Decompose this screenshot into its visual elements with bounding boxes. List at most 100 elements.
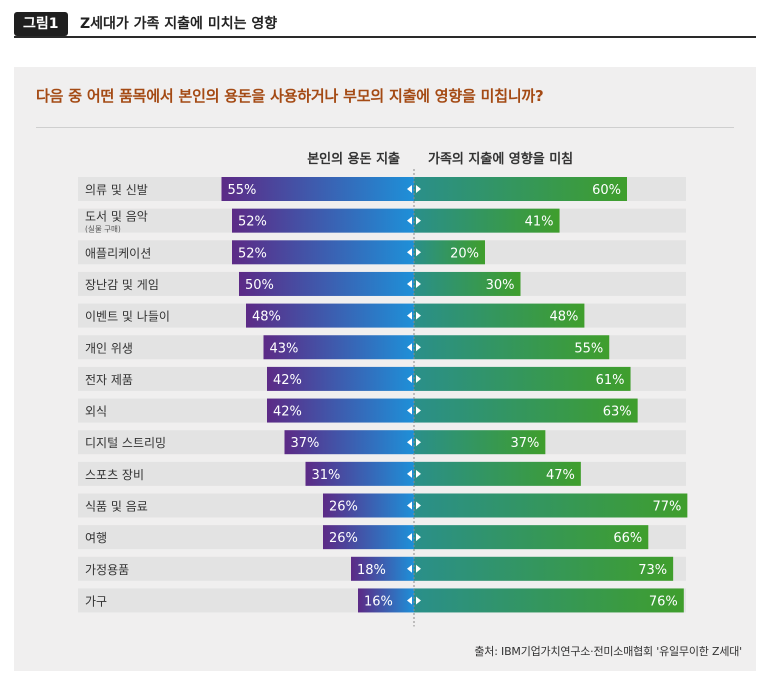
center-arrow-right xyxy=(416,501,421,510)
center-arrow-left xyxy=(407,533,412,542)
figure-title: Z세대가 가족 지출에 미치는 영향 xyxy=(80,16,278,32)
data-label-own: 31% xyxy=(312,468,341,483)
data-label-family: 73% xyxy=(638,563,667,578)
data-label-own: 16% xyxy=(364,594,393,609)
center-arrow-left xyxy=(407,596,412,605)
data-label-family: 41% xyxy=(525,215,554,230)
category-label: 스포츠 장비 xyxy=(85,468,144,482)
center-arrow-right xyxy=(416,216,421,225)
question-rule xyxy=(36,127,734,128)
data-label-own: 48% xyxy=(252,310,281,325)
bar-family-influence xyxy=(414,303,585,328)
bar-own-spending xyxy=(351,556,414,581)
bar-family-influence xyxy=(414,588,684,613)
data-label-own: 42% xyxy=(273,405,302,420)
category-label: 애플리케이션 xyxy=(85,246,151,260)
bar-own-spending xyxy=(239,271,414,296)
data-label-own: 43% xyxy=(270,341,299,356)
bar-own-spending xyxy=(323,493,414,518)
center-arrow-left xyxy=(407,469,412,478)
bar-family-influence xyxy=(414,240,485,265)
data-label-family: 37% xyxy=(510,436,539,451)
category-label: 도서 및 음악 xyxy=(85,210,148,224)
bar-family-influence xyxy=(414,493,688,518)
center-arrow-right xyxy=(416,279,421,288)
category-label: 가구 xyxy=(85,594,107,608)
header-rule xyxy=(14,36,756,38)
category-note: (실물 구매) xyxy=(85,224,121,234)
data-label-own: 18% xyxy=(357,563,386,578)
bar-own-spending xyxy=(221,177,414,201)
bar-family-influence xyxy=(414,461,581,486)
bar-family-influence xyxy=(414,271,521,296)
bar-own-spending xyxy=(305,461,414,486)
data-label-own: 26% xyxy=(329,531,358,546)
center-arrow-right xyxy=(416,374,421,383)
center-arrow-left xyxy=(407,406,412,415)
data-label-family: 55% xyxy=(574,341,603,356)
category-label: 식품 및 음료 xyxy=(85,500,148,514)
bar-own-spending xyxy=(263,335,414,360)
center-arrow-left xyxy=(407,311,412,320)
bar-family-influence xyxy=(414,177,627,201)
data-label-own: 37% xyxy=(291,436,320,451)
bar-own-spending xyxy=(267,398,414,423)
bar-own-spending xyxy=(284,430,414,455)
data-label-family: 76% xyxy=(649,594,678,609)
category-label: 디지털 스트리밍 xyxy=(85,436,166,450)
center-arrow-left xyxy=(407,501,412,510)
data-label-own: 50% xyxy=(245,278,274,293)
data-label-family: 47% xyxy=(546,468,575,483)
center-arrow-right xyxy=(416,596,421,605)
data-label-family: 63% xyxy=(603,405,632,420)
center-arrow-right xyxy=(416,343,421,352)
center-arrow-right xyxy=(416,438,421,447)
bar-family-influence xyxy=(414,208,560,233)
bar-family-influence xyxy=(414,398,638,423)
category-label: 전자 제품 xyxy=(85,373,133,387)
center-arrow-right xyxy=(416,406,421,415)
bar-own-spending xyxy=(323,525,414,550)
data-label-own: 52% xyxy=(238,246,267,261)
figure-header: 그림1 Z세대가 가족 지출에 미치는 영향 xyxy=(14,12,756,38)
center-arrow-right xyxy=(416,248,421,257)
bar-own-spending xyxy=(232,208,414,233)
bar-own-spending xyxy=(246,303,414,328)
center-arrow-right xyxy=(416,469,421,478)
bar-own-spending xyxy=(358,588,414,613)
survey-question: 다음 중 어떤 품목에서 본인의 용돈을 사용하거나 부모의 지출에 영향을 미… xyxy=(36,87,544,105)
center-arrow-left xyxy=(407,438,412,447)
category-label: 여행 xyxy=(85,530,107,545)
bar-family-influence xyxy=(414,430,546,455)
center-arrow-left xyxy=(407,343,412,352)
bar-own-spending xyxy=(267,366,414,391)
category-label: 개인 위생 xyxy=(85,341,133,355)
category-label: 의류 및 신발 xyxy=(85,183,148,197)
data-label-family: 20% xyxy=(450,246,479,261)
bar-family-influence xyxy=(414,525,649,550)
center-arrow-left xyxy=(407,248,412,257)
bar-own-spending xyxy=(232,240,414,265)
series-header-right: 가족의 지출에 영향을 미침 xyxy=(428,151,573,167)
center-arrow-left xyxy=(407,216,412,225)
data-label-family: 66% xyxy=(613,531,642,546)
source-note: 출처: IBM기업가치연구소·전미소매협회 '유일무이한 Z세대' xyxy=(474,645,742,658)
data-label-own: 55% xyxy=(228,183,257,198)
category-label: 이벤트 및 나들이 xyxy=(85,310,170,324)
center-arrow-left xyxy=(407,279,412,288)
center-arrow-left xyxy=(407,374,412,383)
center-arrow-left xyxy=(407,564,412,573)
bar-family-influence xyxy=(414,335,610,360)
data-label-own: 26% xyxy=(329,500,358,515)
data-label-family: 60% xyxy=(592,183,621,198)
series-header-left: 본인의 용돈 지출 xyxy=(307,151,400,167)
chart-panel: 다음 중 어떤 품목에서 본인의 용돈을 사용하거나 부모의 지출에 영향을 미… xyxy=(14,67,756,671)
category-label: 외식 xyxy=(85,405,107,419)
center-arrow-right xyxy=(416,533,421,542)
category-label: 가정용품 xyxy=(85,563,129,577)
data-label-family: 30% xyxy=(486,278,515,293)
data-label-own: 52% xyxy=(238,215,267,230)
figure-tag: 그림1 xyxy=(14,12,68,36)
data-label-family: 48% xyxy=(549,310,578,325)
